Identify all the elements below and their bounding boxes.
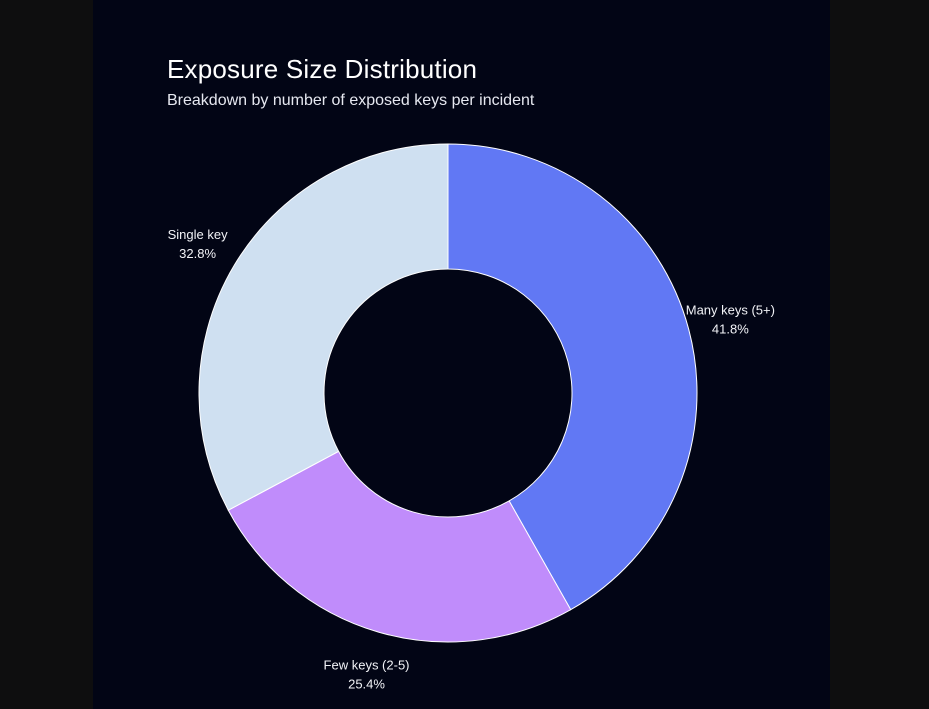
donut-slices	[198, 143, 698, 643]
label-single-key: Single key 32.8%	[168, 227, 228, 261]
chart-subtitle: Breakdown by number of exposed keys per …	[167, 92, 535, 109]
label-few-keys-2-5: Few keys (2-5) 25.4%	[324, 657, 410, 691]
slice-many-keys-5	[447, 143, 698, 611]
slice-few-keys-2-5	[227, 450, 572, 643]
label-many-keys-5: Many keys (5+) 41.8%	[686, 303, 775, 337]
donut-chart: Many keys (5+) 41.8% Few keys (2-5) 25.4% Si…	[168, 143, 775, 692]
slice-single-key	[198, 143, 449, 511]
chart-title: Exposure Size Distribution	[167, 54, 478, 84]
donut-labels: Many keys (5+) 41.8% Few keys (2-5) 25.4% Si…	[168, 227, 775, 692]
chart-panel: Exposure Size Distribution Breakdown by …	[93, 0, 830, 709]
